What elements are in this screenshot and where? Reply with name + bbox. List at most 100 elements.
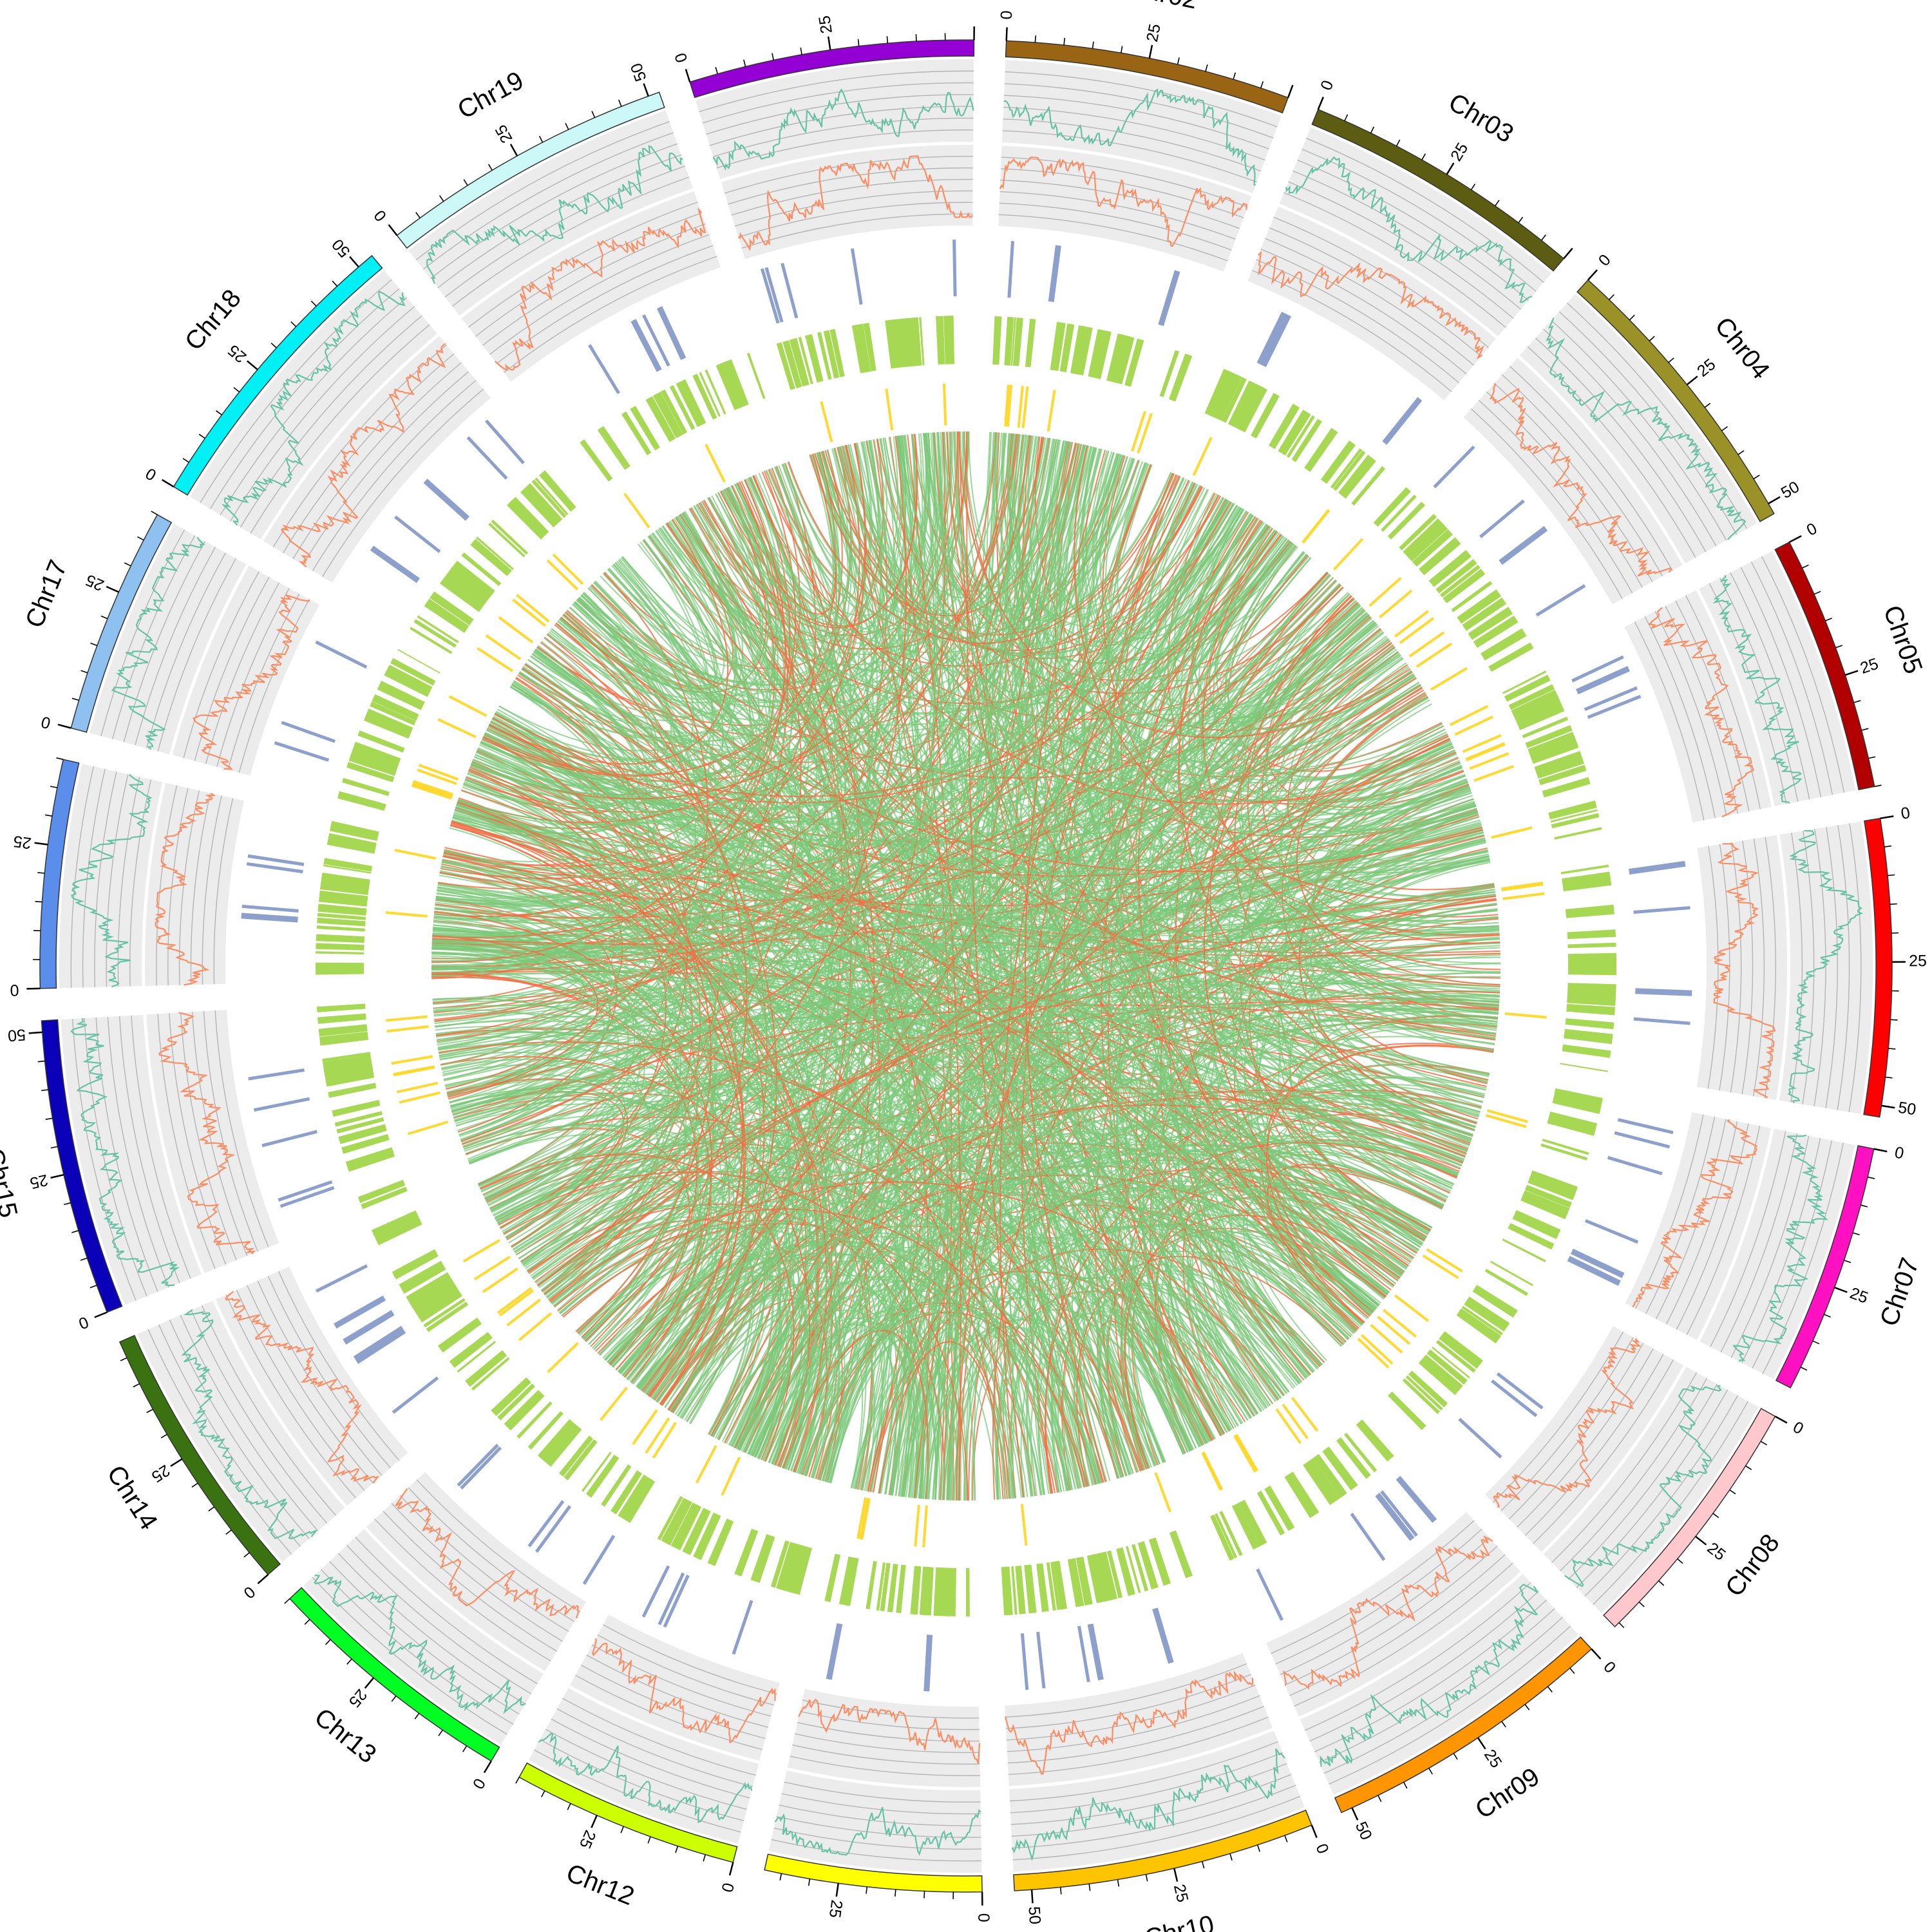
grid-line (1762, 1142, 1844, 1374)
track-background (1001, 60, 1282, 193)
synteny-link-green (1095, 452, 1276, 639)
grid-line (1478, 400, 1633, 594)
synteny-link-red (451, 820, 744, 1406)
yellow-density-bar (632, 1409, 658, 1445)
track-background (303, 1529, 544, 1745)
grid-line (225, 1294, 357, 1499)
grid-line (999, 202, 1232, 251)
green-density-block (1567, 942, 1616, 949)
yellow-density-bar (473, 1255, 511, 1281)
yellow-density-bar (512, 598, 547, 627)
tick-label: 0 (1600, 1658, 1619, 1676)
green-density-block (1050, 1562, 1061, 1610)
synteny-link-green (583, 446, 874, 1341)
green-density-block (1548, 800, 1597, 820)
green-density-block (1059, 323, 1075, 373)
green-density-block (1530, 737, 1577, 760)
green-density-block (599, 426, 630, 469)
ideogram-band-chr11 (764, 1853, 983, 1893)
synteny-link-green (527, 533, 716, 721)
grid-line (167, 788, 189, 986)
green-density-block (677, 379, 706, 426)
synteny-link-red (641, 501, 1231, 1392)
green-density-block (992, 316, 1002, 365)
grid-line (1675, 600, 1750, 811)
synteny-link-red (1074, 445, 1497, 902)
synteny-link-green (612, 1252, 1043, 1495)
grid-line (119, 1016, 180, 1283)
green-density-block (1508, 684, 1555, 710)
green-density-block (323, 1061, 372, 1074)
green-density-block (1012, 317, 1023, 366)
line-track-b (1257, 251, 1484, 360)
synteny-link-red (834, 448, 1119, 1479)
synteny-link-red (434, 584, 1341, 919)
green-density-block (1562, 877, 1612, 891)
tick-mark (1446, 162, 1455, 175)
synteny-link-green (588, 615, 1370, 1345)
green-density-block (1435, 559, 1477, 594)
yellow-density-bar (859, 1497, 870, 1540)
green-density-block (1535, 752, 1583, 774)
tick-label: 0 (672, 51, 692, 65)
green-density-block (1432, 1347, 1470, 1379)
tick-mark (1284, 1835, 1288, 1842)
synteny-link-green (453, 815, 948, 1501)
synteny-link-green (1290, 649, 1463, 800)
grid-line (95, 1017, 158, 1293)
line-track-b (592, 1638, 776, 1744)
green-density-block (896, 1564, 906, 1613)
green-density-block (1358, 1419, 1394, 1459)
green-density-block (438, 1317, 481, 1351)
green-density-block (328, 833, 377, 847)
yellow-density-bar (1021, 386, 1029, 428)
grid-line (781, 1793, 981, 1815)
ideogram-band-chr06 (1863, 817, 1893, 1118)
yellow-density-bar (1383, 1309, 1417, 1338)
grid-line (591, 1644, 772, 1717)
track-background (137, 1300, 345, 1562)
tick-mark (106, 585, 119, 593)
green-density-block (488, 522, 526, 558)
synteny-link-red (482, 736, 712, 1334)
tick-label: 50 (1897, 1099, 1917, 1119)
green-density-block (1567, 954, 1616, 961)
synteny-link-green (468, 1134, 703, 1385)
grid-line (1509, 366, 1673, 571)
grid-line (1007, 1706, 1264, 1764)
green-density-block (622, 1477, 650, 1520)
synteny-link-red (992, 737, 1450, 1500)
yellow-density-bar (407, 1121, 449, 1135)
grid-line (329, 1560, 520, 1715)
green-density-block (782, 340, 802, 388)
yellow-density-bar (1462, 734, 1502, 753)
green-density-block (1567, 929, 1616, 940)
synteny-link-green (898, 435, 1200, 630)
yellow-density-bar (1486, 1109, 1528, 1123)
green-density-block (1305, 428, 1334, 469)
green-density-block (1311, 1458, 1341, 1499)
green-density-block (1381, 495, 1417, 532)
green-density-block (1304, 428, 1338, 472)
grid-line (1685, 595, 1761, 810)
green-density-block (316, 925, 365, 932)
grid-line (312, 1577, 507, 1735)
synteny-link-green (662, 462, 1147, 674)
line-track-a (712, 88, 974, 171)
marker-bar (279, 1186, 335, 1208)
green-density-block (1525, 724, 1573, 748)
grid-line (1265, 238, 1474, 366)
line-track-b (1283, 1535, 1493, 1690)
green-density-block (1137, 1541, 1157, 1590)
green-density-block (1312, 1454, 1347, 1498)
green-density-block (581, 440, 612, 481)
tick-mark (675, 1846, 679, 1853)
synteny-link-green (741, 460, 1140, 1452)
synteny-link-green (442, 498, 1227, 875)
green-density-block (846, 1557, 859, 1606)
synteny-link-green (583, 1210, 1208, 1444)
tick-mark (1477, 1737, 1486, 1750)
grid-line (1306, 138, 1544, 283)
green-density-block (393, 1251, 439, 1280)
tick-mark (34, 842, 48, 846)
